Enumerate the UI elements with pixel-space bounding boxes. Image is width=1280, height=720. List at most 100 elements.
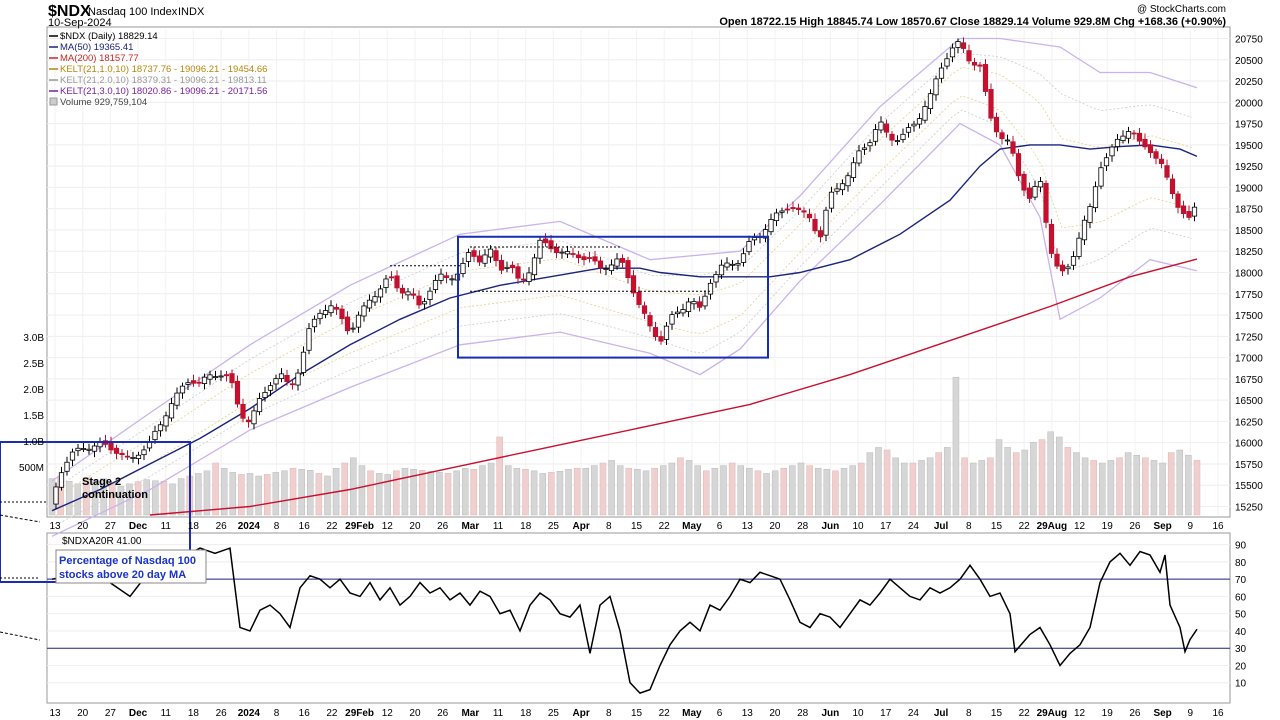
candle-body: [416, 295, 422, 306]
volume-bar: [298, 468, 305, 516]
candle-body: [812, 218, 818, 232]
volume-bar: [350, 457, 357, 516]
candle-body: [982, 64, 989, 92]
volume-bar: [608, 460, 615, 516]
volume-bar: [522, 468, 529, 516]
volume-bar: [728, 462, 736, 516]
x-tick-label-lower: 29Aug: [1037, 708, 1068, 719]
candle-body: [383, 278, 389, 288]
candle-body: [1087, 206, 1093, 223]
volume-bar: [212, 462, 219, 516]
volume-bar: [556, 471, 564, 516]
candle-body: [674, 311, 681, 315]
candle-body: [526, 272, 532, 282]
price-tick-label: 16000: [1235, 439, 1263, 450]
price-tick-label: 17500: [1235, 311, 1263, 322]
candle-body: [168, 403, 175, 419]
volume-bar: [1038, 439, 1046, 516]
grid: [47, 30, 1230, 684]
candle-body: [669, 314, 675, 325]
volume-bar: [935, 452, 942, 516]
volume-bar: [616, 465, 624, 516]
candle-body: [553, 247, 560, 254]
volume-bar: [1047, 431, 1054, 516]
price-tick-label: 19250: [1235, 162, 1263, 173]
candle-body: [636, 291, 642, 305]
x-tick-label: 22: [1019, 521, 1031, 532]
candle-body: [482, 254, 488, 264]
candle-body: [256, 398, 263, 413]
keltner-inner-band: [51, 66, 1193, 500]
candle-body: [273, 378, 279, 385]
volume-bar: [548, 472, 555, 516]
x-tick-label-lower: 25: [548, 708, 560, 719]
candle-body: [438, 273, 444, 281]
volume-bar: [367, 470, 374, 516]
candle-body: [680, 309, 686, 314]
candle-body: [223, 374, 230, 377]
indicator-tick-label: 30: [1235, 644, 1247, 655]
candle-body: [559, 251, 565, 254]
x-tick-label-lower: Jul: [934, 708, 949, 719]
volume-bar: [883, 449, 891, 516]
volume-bar: [487, 462, 495, 516]
volume-bar: [642, 470, 650, 516]
volume-bar: [341, 462, 348, 516]
candle-body: [212, 376, 219, 379]
indicator-panel-frame: [46, 532, 1231, 704]
volume-bar: [307, 470, 314, 516]
candle-body: [487, 248, 494, 258]
candle-body: [608, 264, 615, 272]
candle-body: [1010, 141, 1016, 154]
indicator-tick-label: 90: [1235, 541, 1247, 552]
candle-body: [570, 253, 576, 255]
x-tick-label-lower: 26: [437, 708, 449, 719]
x-tick-label-lower: 16: [1212, 708, 1224, 719]
candle-body: [240, 403, 246, 419]
price-tick-label: 20500: [1235, 56, 1263, 67]
volume-bar: [1159, 462, 1166, 516]
candle-body: [1136, 132, 1143, 142]
volume-bar: [591, 465, 598, 516]
candle-body: [1004, 139, 1011, 142]
candle-body: [515, 266, 521, 279]
candle-body: [790, 207, 796, 209]
candle-body: [350, 327, 356, 330]
volume-bar: [659, 465, 667, 516]
candle-body: [339, 308, 345, 320]
x-tick-label-lower: 18: [520, 708, 532, 719]
candle-body: [575, 254, 582, 259]
legend-entry: KELT(21,1.0,10) 18737.76 - 19096.21 - 19…: [60, 64, 267, 75]
candle-body: [64, 461, 70, 472]
candle-body: [300, 351, 307, 373]
x-tick-label: Mar: [461, 521, 479, 532]
candle-body: [1081, 219, 1088, 241]
x-tick-label: 19: [1102, 521, 1114, 532]
x-tick-label: 25: [548, 521, 560, 532]
candle-body: [713, 274, 719, 283]
volume-bar: [401, 467, 409, 516]
candle-body: [729, 263, 736, 266]
x-tick-label: 26: [216, 521, 228, 532]
x-tick-label: Sep: [1153, 521, 1171, 532]
candle-body: [603, 268, 609, 270]
candle-body: [1186, 211, 1192, 218]
price-tick-label: 16500: [1235, 396, 1263, 407]
candle-body: [498, 260, 505, 271]
x-tick-label-lower: 12: [382, 708, 394, 719]
price-candles: [53, 37, 1198, 510]
volume-bar: [892, 457, 899, 516]
candle-body: [856, 150, 862, 164]
candle-body: [861, 147, 868, 150]
left-dashed-line: [0, 514, 41, 523]
candle-body: [652, 327, 659, 338]
x-tick-label: 13: [49, 521, 61, 532]
indicator-tick-label: 40: [1235, 627, 1247, 638]
volume-bar: [677, 457, 684, 516]
candle-body: [548, 240, 554, 250]
price-tick-label: 15750: [1235, 460, 1263, 471]
x-tick-label-lower: Sep: [1153, 708, 1171, 719]
candle-body: [1098, 167, 1104, 187]
candle-body: [377, 288, 384, 298]
volume-bar: [1064, 447, 1072, 516]
